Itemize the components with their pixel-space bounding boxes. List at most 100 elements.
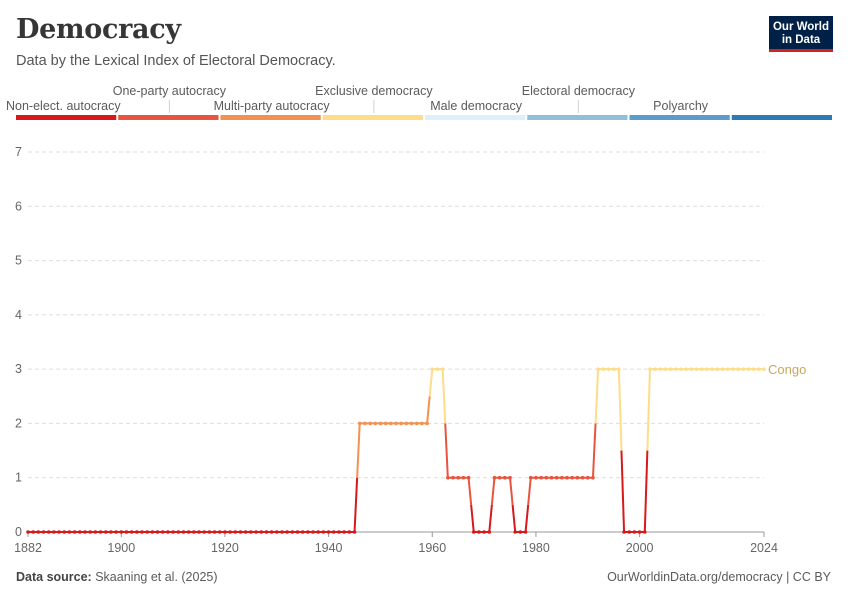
series-transition <box>646 369 651 451</box>
data-point <box>192 530 196 534</box>
data-point <box>461 475 466 480</box>
data-point <box>389 421 393 426</box>
data-point <box>425 421 429 426</box>
series-transition <box>444 423 449 478</box>
x-tick-label: 2024 <box>750 541 778 555</box>
data-source-label: Data source: <box>16 570 92 584</box>
data-point <box>300 530 305 534</box>
data-point <box>497 475 502 480</box>
data-point <box>585 475 590 480</box>
data-point <box>705 367 709 371</box>
data-point <box>171 530 175 534</box>
data-point <box>694 367 699 371</box>
data-point <box>31 530 35 534</box>
data-point <box>119 530 124 534</box>
data-point <box>725 367 730 371</box>
x-tick-label: 1882 <box>14 541 42 555</box>
series-transition <box>467 477 473 505</box>
data-point <box>228 530 232 534</box>
legend-swatch <box>629 115 730 120</box>
data-point <box>223 530 227 534</box>
data-point <box>466 475 471 480</box>
data-point <box>746 367 751 371</box>
data-point <box>700 367 704 371</box>
data-point <box>394 421 398 426</box>
owid-logo[interactable]: Our World in Data <box>769 16 833 52</box>
data-point <box>363 421 367 426</box>
data-point <box>269 530 274 534</box>
legend-swatch <box>527 115 628 120</box>
legend-label: Non-elect. autocracy <box>6 99 121 113</box>
data-point <box>83 530 87 534</box>
data-point <box>539 475 543 480</box>
data-point <box>124 530 129 534</box>
data-point <box>591 475 595 480</box>
data-point <box>316 530 321 534</box>
data-point <box>404 421 409 426</box>
data-point <box>254 530 258 534</box>
data-point <box>715 367 720 371</box>
data-point <box>471 530 476 534</box>
data-point <box>212 530 217 534</box>
data-point <box>93 530 98 534</box>
data-point <box>617 367 621 371</box>
data-point <box>596 367 600 371</box>
data-point <box>430 367 435 371</box>
footer-link[interactable]: OurWorldinData.org/democracy | CC BY <box>607 570 831 584</box>
data-point <box>368 421 372 426</box>
data-point <box>326 530 331 534</box>
data-point <box>155 530 160 534</box>
data-point <box>145 530 150 534</box>
legend-swatch <box>16 115 117 120</box>
x-axis: 1882 1900 1920 1940 1960 1980 2000 2024 <box>14 531 778 555</box>
y-tick-label: 1 <box>15 471 22 485</box>
data-point <box>181 530 186 534</box>
data-point <box>378 421 383 426</box>
data-point <box>570 475 575 480</box>
data-point <box>352 530 357 534</box>
y-tick-label: 5 <box>15 254 22 268</box>
x-tick-label: 2000 <box>626 541 654 555</box>
data-point <box>337 530 341 534</box>
data-point <box>249 530 253 534</box>
legend-label: Multi-party autocracy <box>214 99 331 113</box>
series-transition <box>594 369 600 424</box>
legend-swatch <box>322 115 423 120</box>
data-point <box>160 530 165 534</box>
data-point <box>456 475 460 480</box>
data-point <box>135 530 139 534</box>
y-tick-label: 4 <box>15 308 22 322</box>
data-point <box>259 530 264 534</box>
legend-swatch <box>731 115 832 120</box>
data-point <box>383 421 388 426</box>
data-point <box>217 530 222 534</box>
data-point <box>295 530 300 534</box>
data-source: Data source: Skaaning et al. (2025) <box>16 570 218 584</box>
series-transition <box>356 423 361 478</box>
data-point <box>98 530 103 534</box>
data-point <box>731 367 735 371</box>
data-point <box>710 367 714 371</box>
series-label-congo: Congo <box>768 362 806 377</box>
data-source-text: Skaaning et al. (2025) <box>95 570 218 584</box>
data-point <box>332 530 336 534</box>
data-point <box>508 475 512 480</box>
data-point <box>741 367 746 371</box>
data-point <box>243 530 248 534</box>
data-point <box>648 367 652 371</box>
data-point <box>166 530 170 534</box>
series-transition <box>488 504 493 533</box>
data-point <box>274 530 279 534</box>
data-point <box>67 530 72 534</box>
data-point <box>290 530 295 534</box>
data-point <box>435 367 440 371</box>
data-point <box>560 475 564 480</box>
series-transition <box>441 369 447 424</box>
data-point <box>679 367 683 371</box>
data-point <box>451 475 455 480</box>
y-tick-label: 0 <box>15 525 22 539</box>
series-transition <box>617 369 623 451</box>
series-transition <box>428 369 434 397</box>
y-tick-label: 7 <box>15 145 22 159</box>
logo-line-2: in Data <box>781 33 821 46</box>
